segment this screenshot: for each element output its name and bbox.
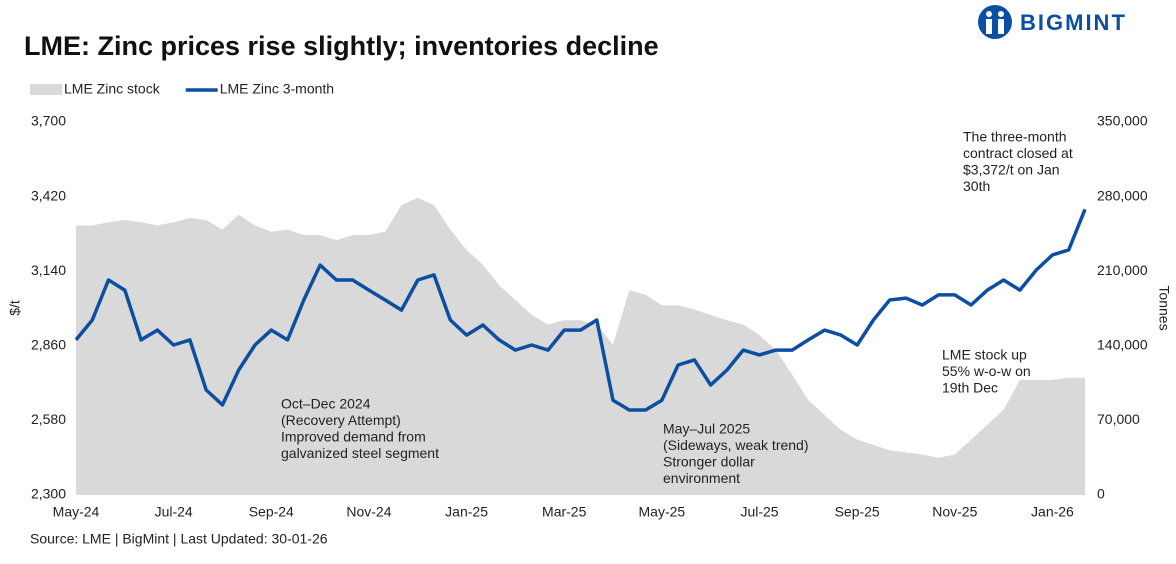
annotation: LME stock up (942, 347, 1027, 363)
annotation: $3,372/t on Jan (963, 162, 1060, 178)
annotation: environment (663, 470, 740, 486)
y2-tick-label: 140,000 (1097, 337, 1148, 353)
annotation: contract closed at (963, 145, 1073, 161)
chart-title: LME: Zinc prices rise slightly; inventor… (24, 31, 659, 61)
y2-tick-label: 280,000 (1097, 187, 1148, 203)
y-tick-label: 2,300 (31, 486, 66, 502)
annotation: (Recovery Attempt) (281, 412, 401, 428)
y2-tick-label: 70,000 (1097, 411, 1140, 427)
annotation: May–Jul 2025 (663, 421, 750, 437)
x-tick-label: Jan-26 (1031, 504, 1074, 520)
y2-tick-label: 350,000 (1097, 113, 1148, 129)
y2-tick-label: 0 (1097, 486, 1105, 502)
x-tick-label: May-24 (53, 504, 100, 520)
annotation: 55% w-o-w on (942, 363, 1031, 379)
y2-axis-title: Tonnes (1156, 285, 1172, 330)
area (76, 197, 1085, 495)
annotation: Improved demand from (281, 429, 426, 445)
y-axis-title: $/t (7, 300, 23, 316)
x-tick-label: May-25 (639, 504, 686, 520)
annotation: The three-month (963, 129, 1067, 145)
x-tick-label: Sep-25 (835, 504, 880, 520)
annotation: 30th (963, 178, 990, 194)
logo: BIGMINT (978, 5, 1127, 39)
y-tick-label: 2,580 (31, 411, 66, 427)
x-tick-label: Jan-25 (445, 504, 488, 520)
y-tick-label: 3,420 (31, 187, 66, 203)
line (74, 208, 1087, 412)
source: Source: LME | BigMint | Last Updated: 30… (30, 531, 328, 547)
annotation: 19th Dec (942, 380, 998, 396)
annotation: Stronger dollar (663, 454, 755, 470)
y-tick-label: 2,860 (31, 337, 66, 353)
legend-label: LME Zinc stock (64, 81, 161, 97)
x-tick-label: Mar-25 (542, 504, 587, 520)
brand: BIGMINT (1020, 10, 1127, 35)
y-tick-label: 3,140 (31, 262, 66, 278)
y-tick-label: 3,700 (31, 113, 66, 129)
legend-swatch (30, 84, 62, 95)
annotation: Oct–Dec 2024 (281, 396, 371, 412)
annotation: galvanized steel segment (281, 445, 439, 461)
annotation: (Sideways, weak trend) (663, 437, 809, 453)
x-tick-label: Sep-24 (249, 504, 294, 520)
x-tick-label: Jul-24 (155, 504, 193, 520)
x-tick-label: Jul-25 (740, 504, 778, 520)
x-tick-label: Nov-24 (346, 504, 391, 520)
legend-label: LME Zinc 3-month (220, 81, 334, 97)
x-tick-label: Nov-25 (932, 504, 977, 520)
y2-tick-label: 210,000 (1097, 262, 1148, 278)
